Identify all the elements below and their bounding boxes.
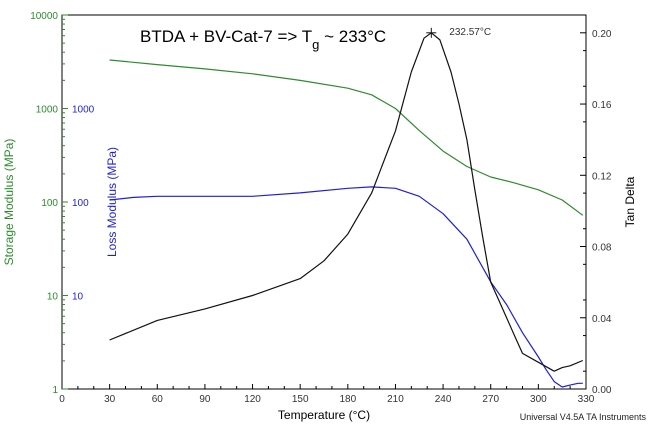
y-left-tick-label: 10000 xyxy=(30,11,58,22)
y-left-axis-label: Storage Modulus (MPa) xyxy=(2,139,16,266)
chart-title-subscript: g xyxy=(312,37,319,52)
y-left-tick-label: 1 xyxy=(52,385,58,396)
y-right-tick-label: 0.20 xyxy=(592,29,612,40)
y-axis-left: 1 10 100 1000 10000 xyxy=(30,11,68,396)
y-axis-right: 0.00 0.04 0.08 0.12 0.16 0.20 xyxy=(580,14,612,396)
x-tick-label: 300 xyxy=(530,394,547,405)
y-left-inner-tick-label: 1000 xyxy=(72,105,95,116)
y-right-tick-label: 0.12 xyxy=(592,171,612,182)
x-tick-label: 180 xyxy=(339,394,356,405)
plot-frame xyxy=(61,14,587,390)
x-tick-label: 60 xyxy=(152,394,164,405)
series-loss-modulus xyxy=(109,186,583,388)
x-tick-label: 330 xyxy=(578,394,595,405)
series-tan-delta xyxy=(109,32,584,372)
series-storage-modulus xyxy=(109,59,584,216)
y-left-inner-tick-label: 100 xyxy=(72,198,89,209)
y-right-tick-label: 0.08 xyxy=(592,243,612,254)
x-axis: 0 30 60 90 120 150 180 210 240 270 300 330 xyxy=(59,384,595,405)
x-tick-label: 30 xyxy=(104,394,116,405)
x-tick-label: 210 xyxy=(387,394,404,405)
y-right-tick-label: 0.00 xyxy=(592,385,612,396)
y-left-tick-label: 100 xyxy=(41,198,58,209)
x-tick-label: 150 xyxy=(292,394,309,405)
chart-title-suffix: ~ 233°C xyxy=(319,27,386,46)
peak-marker xyxy=(426,27,437,38)
y-left-inner-axis-label: Loss Modulus (MPa) xyxy=(105,147,119,257)
chart-title-main: BTDA + BV-Cat-7 => T xyxy=(140,27,312,46)
footer-credit: Universal V4.5A TA Instruments xyxy=(520,412,647,422)
x-tick-label: 240 xyxy=(435,394,452,405)
x-tick-label: 120 xyxy=(244,394,261,405)
x-tick-label: 270 xyxy=(482,394,499,405)
x-tick-label: 0 xyxy=(59,394,65,405)
y-right-tick-label: 0.04 xyxy=(592,314,612,325)
y-left-tick-label: 1000 xyxy=(36,105,59,116)
series-layer xyxy=(109,32,584,388)
y-axis-left-inner: 10 100 1000 xyxy=(72,105,95,303)
y-left-tick-label: 10 xyxy=(47,292,59,303)
x-axis-label: Temperature (°C) xyxy=(278,408,370,422)
chart-title: BTDA + BV-Cat-7 => Tg ~ 233°C xyxy=(140,27,386,52)
y-right-axis-label: Tan Delta xyxy=(623,176,637,227)
y-right-tick-label: 0.16 xyxy=(592,100,612,111)
x-tick-label: 90 xyxy=(199,394,211,405)
y-left-inner-tick-label: 10 xyxy=(72,292,84,303)
peak-annotation: 232.57°C xyxy=(449,27,491,38)
